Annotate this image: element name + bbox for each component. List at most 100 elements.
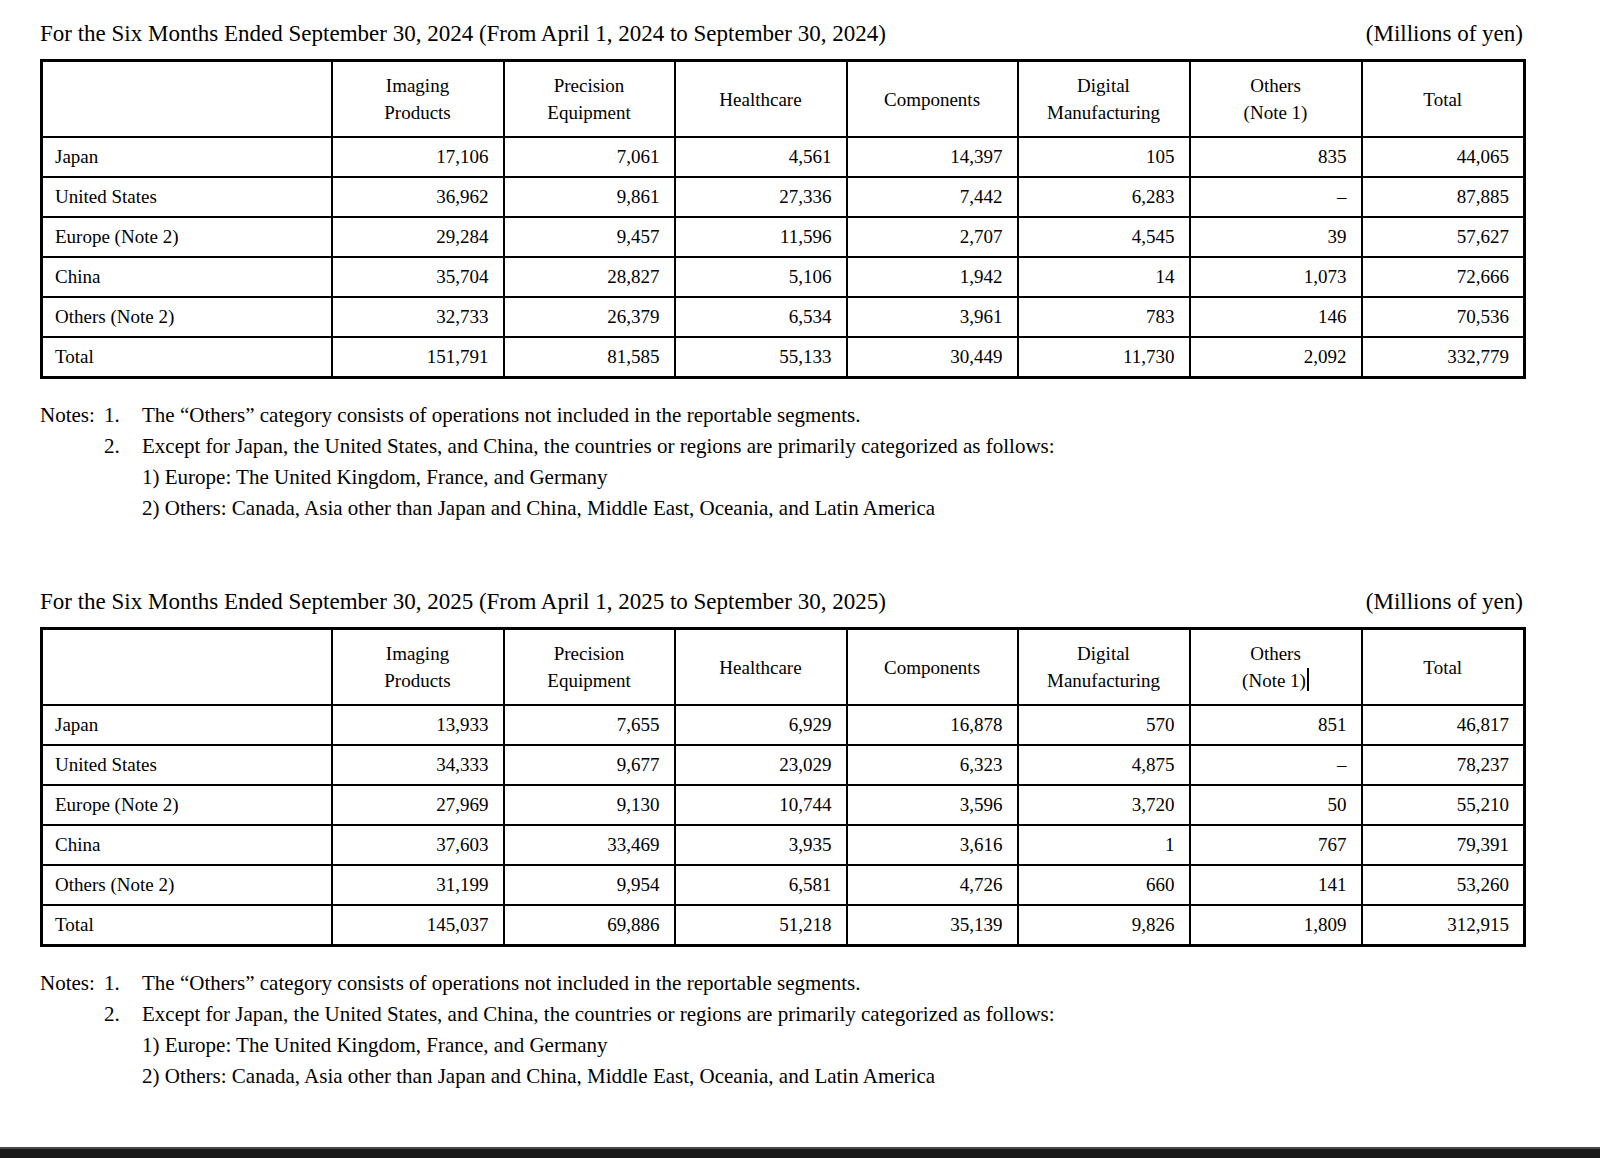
value-cell: 53,260 xyxy=(1362,865,1525,905)
value-cell: 1,073 xyxy=(1190,257,1362,297)
value-cell: 6,283 xyxy=(1018,177,1190,217)
column-header-line: Total xyxy=(1366,654,1521,681)
value-cell: 660 xyxy=(1018,865,1190,905)
value-cell: 36,962 xyxy=(332,177,504,217)
value-cell: 78,237 xyxy=(1362,745,1525,785)
value-cell: 10,744 xyxy=(675,785,847,825)
value-cell: 28,827 xyxy=(504,257,675,297)
value-cell: 146 xyxy=(1190,297,1362,337)
value-cell: 44,065 xyxy=(1362,137,1525,177)
column-header-text: Equipment xyxy=(547,102,630,123)
column-header-text: Others xyxy=(1250,75,1301,96)
row-label: United States xyxy=(42,745,332,785)
row-label: Japan xyxy=(42,705,332,745)
value-cell: 2,092 xyxy=(1190,337,1362,378)
unit-label: (Millions of yen) xyxy=(1366,18,1523,50)
column-header-line: Others xyxy=(1194,72,1358,99)
column-header-text: Total xyxy=(1423,657,1462,678)
column-header-line: Digital xyxy=(1022,640,1186,667)
value-cell: 1,809 xyxy=(1190,905,1362,946)
value-cell: 16,878 xyxy=(847,705,1018,745)
row-total: Total151,79181,58555,13330,44911,7302,09… xyxy=(42,337,1525,378)
value-cell: 34,333 xyxy=(332,745,504,785)
value-cell: 69,886 xyxy=(504,905,675,946)
row-label: Europe (Note 2) xyxy=(42,785,332,825)
note-subitem: 1) Europe: The United Kingdom, France, a… xyxy=(142,1030,1523,1061)
row-united-states: United States34,3339,67723,0296,3234,875… xyxy=(42,745,1525,785)
value-cell: 4,561 xyxy=(675,137,847,177)
text-cursor xyxy=(1307,668,1309,691)
value-cell: 3,596 xyxy=(847,785,1018,825)
note-text: The “Others” category consists of operat… xyxy=(142,400,1523,431)
value-cell: 81,585 xyxy=(504,337,675,378)
value-cell: 57,627 xyxy=(1362,217,1525,257)
column-header-total: Total xyxy=(1362,61,1525,138)
value-cell: 7,655 xyxy=(504,705,675,745)
column-header-text: Manufacturing xyxy=(1047,102,1160,123)
value-cell: 14,397 xyxy=(847,137,1018,177)
column-header-line: (Note 1) xyxy=(1194,99,1358,126)
corner-cell xyxy=(42,61,332,138)
column-header-text: Precision xyxy=(554,75,625,96)
column-header-line: Manufacturing xyxy=(1022,99,1186,126)
value-cell: 7,442 xyxy=(847,177,1018,217)
value-cell: 11,730 xyxy=(1018,337,1190,378)
note-subitem: 1) Europe: The United Kingdom, France, a… xyxy=(142,462,1523,493)
value-cell: 4,875 xyxy=(1018,745,1190,785)
row-label: United States xyxy=(42,177,332,217)
row-label: Others (Note 2) xyxy=(42,865,332,905)
note-subitem: 2) Others: Canada, Asia other than Japan… xyxy=(142,1061,1523,1092)
column-header-text: Imaging xyxy=(386,75,449,96)
row-united-states: United States36,9629,86127,3367,4426,283… xyxy=(42,177,1525,217)
value-cell: 33,469 xyxy=(504,825,675,865)
value-cell: 835 xyxy=(1190,137,1362,177)
column-header-text: Digital xyxy=(1077,643,1130,664)
column-header-text: Manufacturing xyxy=(1047,670,1160,691)
value-cell: 141 xyxy=(1190,865,1362,905)
column-header-line: Manufacturing xyxy=(1022,667,1186,694)
value-cell: 46,817 xyxy=(1362,705,1525,745)
column-header-total: Total xyxy=(1362,629,1525,706)
section-title-row: For the Six Months Ended September 30, 2… xyxy=(40,18,1523,50)
row-china: China37,60333,4693,9353,616176779,391 xyxy=(42,825,1525,865)
value-cell: 151,791 xyxy=(332,337,504,378)
row-label: Others (Note 2) xyxy=(42,297,332,337)
value-cell: 29,284 xyxy=(332,217,504,257)
value-cell: 23,029 xyxy=(675,745,847,785)
column-header-line: Equipment xyxy=(508,667,671,694)
notes-label: Notes: xyxy=(40,968,104,999)
value-cell: 30,449 xyxy=(847,337,1018,378)
column-header-text: Healthcare xyxy=(719,89,801,110)
column-header-precision-equipment: Precision Equipment xyxy=(504,61,675,138)
value-cell: 767 xyxy=(1190,825,1362,865)
column-header-line: Healthcare xyxy=(679,86,843,113)
value-cell: 9,954 xyxy=(504,865,675,905)
value-cell: 5,106 xyxy=(675,257,847,297)
table-header-row: ImagingProductsPrecisionEquipmentHealthc… xyxy=(42,629,1525,706)
column-header-line: Others xyxy=(1194,640,1358,667)
value-cell: 1,942 xyxy=(847,257,1018,297)
notes-block: Notes:1.The “Others” category consists o… xyxy=(40,400,1523,524)
value-cell: 4,545 xyxy=(1018,217,1190,257)
row-label: China xyxy=(42,825,332,865)
value-cell: 87,885 xyxy=(1362,177,1525,217)
section-title: For the Six Months Ended September 30, 2… xyxy=(40,18,886,50)
value-cell: 6,323 xyxy=(847,745,1018,785)
value-cell: 31,199 xyxy=(332,865,504,905)
table-header-row: ImagingProductsPrecisionEquipmentHealthc… xyxy=(42,61,1525,138)
value-cell: 55,133 xyxy=(675,337,847,378)
value-cell: 9,457 xyxy=(504,217,675,257)
column-header-precision-equipment: PrecisionEquipment xyxy=(504,629,675,706)
notes-label-spacer xyxy=(40,1030,104,1061)
notes-label: Notes: xyxy=(40,400,104,431)
value-cell: 9,677 xyxy=(504,745,675,785)
value-cell: – xyxy=(1190,745,1362,785)
column-header-digital-manufacturing: DigitalManufacturing xyxy=(1018,61,1190,138)
value-cell: 70,536 xyxy=(1362,297,1525,337)
column-header-line: (Note 1) xyxy=(1194,667,1358,694)
value-cell: 4,726 xyxy=(847,865,1018,905)
column-header-line: Equipment xyxy=(508,99,671,126)
column-header-text: (Note 1) xyxy=(1244,102,1308,123)
note-number-spacer xyxy=(104,493,142,524)
note-subitem: 2) Others: Canada, Asia other than Japan… xyxy=(142,493,1523,524)
